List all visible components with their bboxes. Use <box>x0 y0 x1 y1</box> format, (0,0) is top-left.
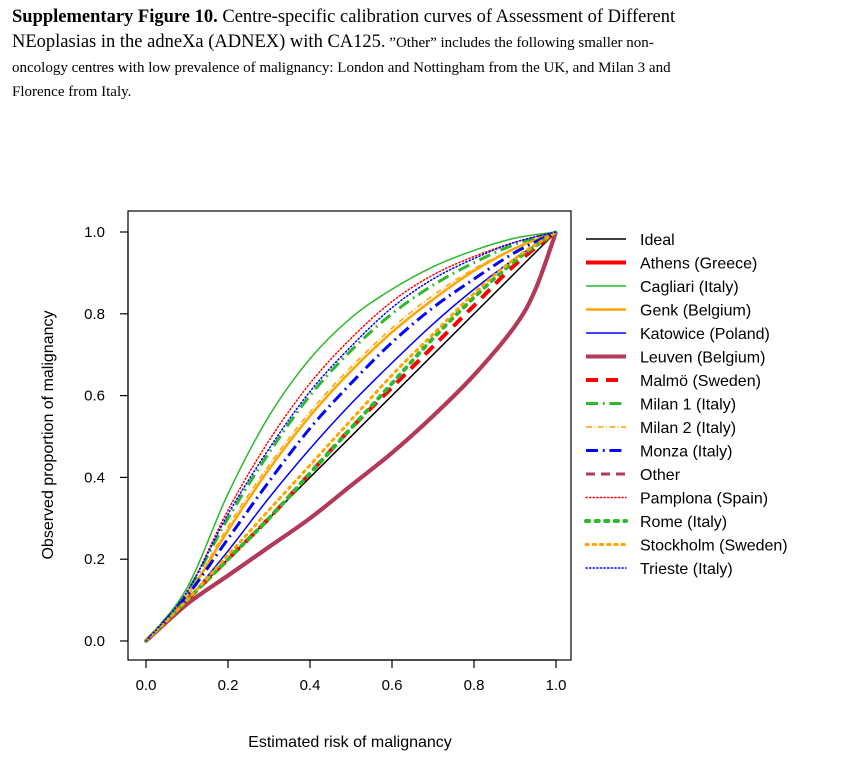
y-axis-label: Observed proportion of malignancy <box>40 310 57 559</box>
series-line-rome-italy <box>144 230 558 643</box>
x-tick-label: 1.0 <box>546 677 567 694</box>
legend-entry-athens-greece: Athens (Greece) <box>586 256 757 273</box>
caption-title-part-2: NEoplasias in the adneXa (ADNEX) with CA… <box>12 32 386 52</box>
y-tick-label: 0.8 <box>84 306 105 323</box>
legend-entry-pamplona-spain: Pamplona (Spain) <box>585 491 768 508</box>
caption-title-part-1: Centre-specific calibration curves of As… <box>217 7 676 27</box>
series-line-other <box>144 231 558 643</box>
legend-label: Stockholm (Sweden) <box>640 538 788 555</box>
legend-entry-malmo-sweden: Malmö (Sweden) <box>586 373 761 390</box>
series-line-milan-2-italy <box>145 231 557 642</box>
series-line-stockholm-sweden <box>144 230 558 643</box>
caption-line-3: oncology centres with low prevalence of … <box>12 60 671 76</box>
legend-entry-milan-1-italy: Milan 1 (Italy) <box>586 397 736 414</box>
legend: Ideal Athens (Greece) Cagliari (Italy) Genk… <box>584 232 788 578</box>
legend-entry-genk-belgium: Genk (Belgium) <box>586 303 751 320</box>
legend-entry-trieste-italy: Trieste (Italy) <box>585 561 733 578</box>
legend-label: Rome (Italy) <box>640 514 727 531</box>
legend-entry-cagliari-italy: Cagliari (Italy) <box>586 279 739 296</box>
x-tick-label: 0.6 <box>382 677 403 694</box>
x-tick-label: 0.8 <box>464 677 485 694</box>
x-tick-label: 0.4 <box>300 677 321 694</box>
caption-line-4: Florence from Italy. <box>12 84 132 100</box>
caption-label: Supplementary Figure 10. <box>12 7 218 27</box>
x-axis-label: Estimated risk of malignancy <box>248 734 452 751</box>
y-tick-label: 0.6 <box>84 388 105 405</box>
legend-entry-rome-italy: Rome (Italy) <box>584 514 727 531</box>
legend-entry-monza-italy: Monza (Italy) <box>586 444 732 461</box>
series-line-monza-italy <box>144 230 557 643</box>
legend-entry-ideal: Ideal <box>586 232 675 249</box>
caption-line-2: NEoplasias in the adneXa (ADNEX) with CA… <box>12 30 842 56</box>
caption-note-part-1: ”Other” includes the following smaller n… <box>385 35 654 51</box>
legend-label: Milan 1 (Italy) <box>640 397 736 414</box>
legend-entry-other: Other <box>586 467 681 484</box>
series-line-malmo-sweden <box>144 230 558 643</box>
figure-caption: Supplementary Figure 10. Centre-specific… <box>12 5 842 104</box>
series-line-pamplona-spain <box>145 231 557 642</box>
series-line-genk-belgium <box>145 230 557 642</box>
y-tick-label: 0.2 <box>84 551 105 568</box>
legend-label: Katowice (Poland) <box>640 326 770 343</box>
y-tick-label: 0.0 <box>84 633 105 650</box>
legend-label: Malmö (Sweden) <box>640 373 761 390</box>
legend-entry-leuven-belgium: Leuven (Belgium) <box>586 350 765 367</box>
legend-label: Leuven (Belgium) <box>640 350 765 367</box>
series-line-trieste-italy <box>145 231 557 642</box>
y-tick-label: 1.0 <box>84 224 105 241</box>
legend-label: Milan 2 (Italy) <box>640 420 736 437</box>
legend-label: Ideal <box>640 232 675 249</box>
legend-label: Monza (Italy) <box>640 444 732 461</box>
caption-line-1: Supplementary Figure 10. Centre-specific… <box>12 5 842 30</box>
series-line-cagliari-italy <box>145 231 557 642</box>
x-tick-label: 0.0 <box>136 677 157 694</box>
y-axis: 0.0 0.2 0.4 0.6 0.8 1.0 <box>84 224 129 650</box>
legend-label: Pamplona (Spain) <box>640 491 768 508</box>
x-axis: 0.0 0.2 0.4 0.6 0.8 1.0 <box>136 659 567 694</box>
x-tick-label: 0.2 <box>218 677 239 694</box>
legend-label: Other <box>640 467 681 484</box>
legend-entry-stockholm-sweden: Stockholm (Sweden) <box>584 538 788 555</box>
legend-label: Trieste (Italy) <box>640 561 733 578</box>
series-line-katowice-poland <box>145 231 557 642</box>
legend-entry-milan-2-italy: Milan 2 (Italy) <box>586 420 736 437</box>
legend-label: Cagliari (Italy) <box>640 279 739 296</box>
y-tick-label: 0.4 <box>84 469 105 486</box>
series-line-milan-1-italy <box>144 230 557 642</box>
legend-label: Athens (Greece) <box>640 256 757 273</box>
plot-lines <box>144 230 558 643</box>
legend-label: Genk (Belgium) <box>640 303 751 320</box>
legend-entry-katowice-poland: Katowice (Poland) <box>586 326 770 343</box>
